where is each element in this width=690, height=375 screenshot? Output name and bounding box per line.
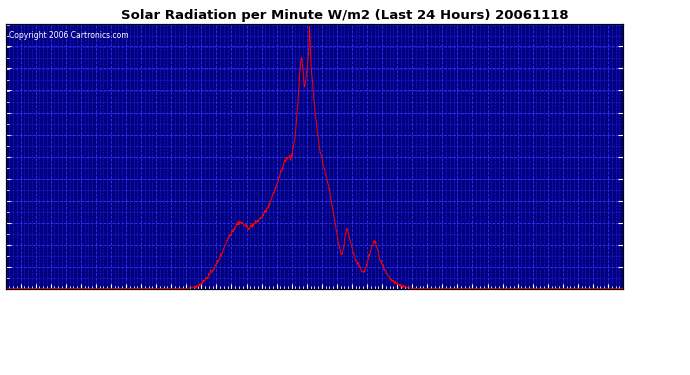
Text: Copyright 2006 Cartronics.com: Copyright 2006 Cartronics.com bbox=[8, 31, 128, 40]
Text: Solar Radiation per Minute W/m2 (Last 24 Hours) 20061118: Solar Radiation per Minute W/m2 (Last 24… bbox=[121, 9, 569, 22]
